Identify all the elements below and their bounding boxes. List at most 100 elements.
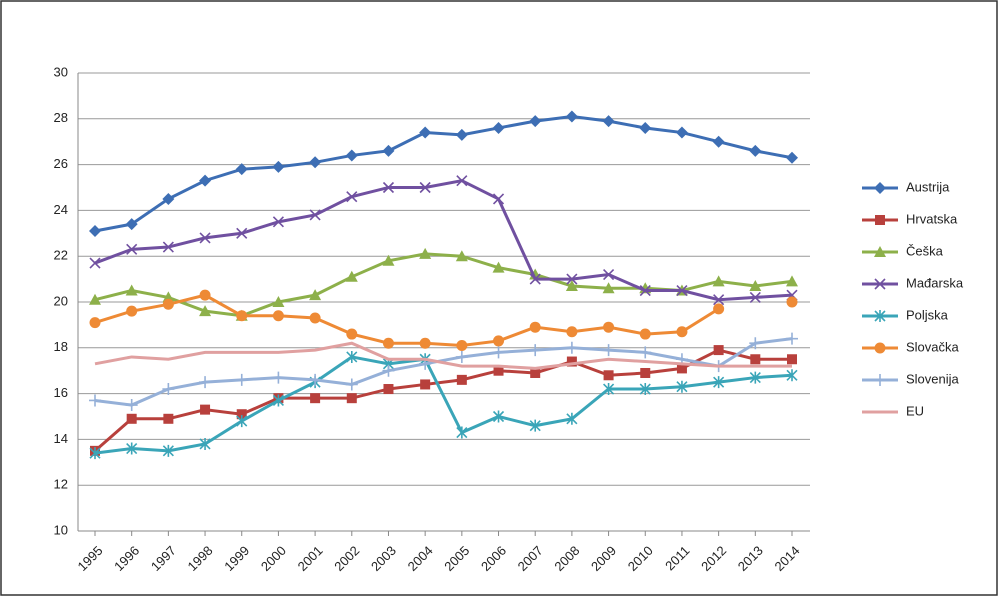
marker-shape <box>309 156 322 169</box>
series-line <box>94 348 792 452</box>
marker-shape <box>529 321 541 333</box>
marker <box>382 337 394 349</box>
marker-shape <box>235 163 248 176</box>
marker <box>163 413 174 424</box>
marker <box>162 192 175 205</box>
marker-shape <box>125 399 138 412</box>
marker <box>126 413 137 424</box>
marker <box>492 193 505 205</box>
marker <box>787 354 797 365</box>
marker <box>603 321 615 333</box>
marker <box>639 284 651 297</box>
marker <box>309 289 322 301</box>
marker <box>492 410 505 423</box>
marker-shape <box>639 121 652 134</box>
marker <box>529 344 542 357</box>
marker <box>310 393 321 404</box>
marker-shape <box>419 337 431 349</box>
marker-shape <box>676 284 688 297</box>
marker <box>712 275 725 287</box>
marker <box>456 340 468 352</box>
marker <box>639 121 652 134</box>
marker <box>420 379 431 390</box>
marker <box>565 341 578 354</box>
marker <box>676 380 688 393</box>
marker-shape <box>309 312 321 324</box>
marker <box>199 174 212 187</box>
marker <box>529 273 541 285</box>
marker-shape <box>162 383 175 396</box>
marker-shape <box>346 191 358 203</box>
marker-shape <box>272 296 285 307</box>
marker <box>786 151 798 164</box>
marker-shape <box>529 419 541 432</box>
marker <box>125 218 138 231</box>
marker-shape <box>874 342 886 354</box>
marker <box>493 335 505 347</box>
marker <box>345 378 358 391</box>
marker-shape <box>419 126 432 139</box>
marker <box>874 278 886 290</box>
marker-shape <box>199 376 212 389</box>
marker-shape <box>492 121 505 134</box>
marker-shape <box>455 350 468 363</box>
marker-shape <box>603 321 615 333</box>
marker <box>492 261 505 273</box>
marker-shape <box>382 364 395 377</box>
marker <box>712 135 725 148</box>
marker-shape <box>345 378 358 391</box>
y-tick-label: 20 <box>54 293 68 308</box>
marker-shape <box>272 216 284 228</box>
marker <box>309 312 321 324</box>
marker <box>492 346 505 359</box>
marker <box>272 371 285 384</box>
marker-shape <box>566 412 578 425</box>
marker-shape <box>639 346 652 359</box>
series-line <box>94 355 793 455</box>
marker-shape <box>529 344 542 357</box>
marker-shape <box>272 371 285 384</box>
marker-shape <box>603 268 615 281</box>
marker <box>382 181 395 194</box>
marker-shape <box>346 328 358 340</box>
marker <box>455 350 468 363</box>
marker <box>874 342 886 354</box>
marker <box>639 346 652 359</box>
marker <box>89 257 101 269</box>
marker-shape <box>236 415 248 428</box>
marker-shape <box>236 409 247 420</box>
marker <box>713 345 724 356</box>
marker <box>419 126 432 139</box>
marker-shape <box>382 144 395 157</box>
marker-shape <box>639 284 651 297</box>
marker-shape <box>420 379 431 390</box>
marker-shape <box>89 293 101 305</box>
marker-shape <box>382 181 395 194</box>
marker-shape <box>346 393 357 404</box>
marker <box>125 284 138 296</box>
marker-shape <box>566 356 577 367</box>
marker-shape <box>346 350 358 363</box>
marker-shape <box>713 345 724 356</box>
marker-shape <box>492 261 505 273</box>
marker <box>603 370 614 381</box>
marker <box>565 279 578 291</box>
marker-shape <box>565 279 578 291</box>
legend-label: EU <box>906 403 924 418</box>
marker-shape <box>676 380 688 393</box>
marker <box>199 376 212 389</box>
y-tick-label: 16 <box>54 385 68 400</box>
marker <box>309 373 322 386</box>
marker-shape <box>309 373 322 386</box>
marker-shape <box>749 291 761 303</box>
marker <box>162 298 174 310</box>
legend-label: Poljska <box>906 307 949 322</box>
marker-shape <box>199 174 212 187</box>
marker-shape <box>199 289 211 301</box>
marker <box>455 128 468 141</box>
marker-shape <box>786 296 798 308</box>
marker <box>346 350 358 363</box>
y-tick-label: 18 <box>54 339 68 354</box>
marker-shape <box>712 135 725 148</box>
